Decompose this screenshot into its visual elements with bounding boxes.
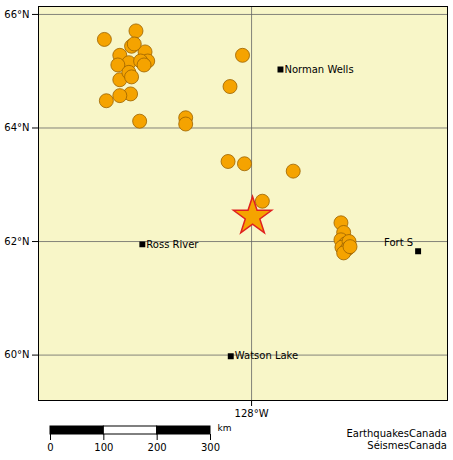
svg-text:128°W: 128°W	[235, 408, 269, 419]
svg-text:300: 300	[201, 442, 220, 453]
svg-text:Norman Wells: Norman Wells	[284, 64, 353, 75]
html-text:EarthquakesCanada: EarthquakesCanada	[346, 428, 447, 439]
svg-text:62°N: 62°N	[4, 236, 29, 247]
svg-text:200: 200	[148, 442, 167, 453]
svg-text:Ross River: Ross River	[146, 239, 199, 250]
svg-text:km: km	[218, 423, 232, 433]
svg-text:66°N: 66°N	[4, 9, 29, 20]
svg-text:Watson Lake: Watson Lake	[235, 350, 298, 361]
svg-text:Fort S: Fort S	[384, 237, 413, 248]
svg-text:60°N: 60°N	[4, 349, 29, 360]
svg-text:0: 0	[47, 442, 53, 453]
html-text:SéismesCanada: SéismesCanada	[367, 440, 447, 451]
svg-text:64°N: 64°N	[4, 122, 29, 133]
svg-text:100: 100	[94, 442, 113, 453]
